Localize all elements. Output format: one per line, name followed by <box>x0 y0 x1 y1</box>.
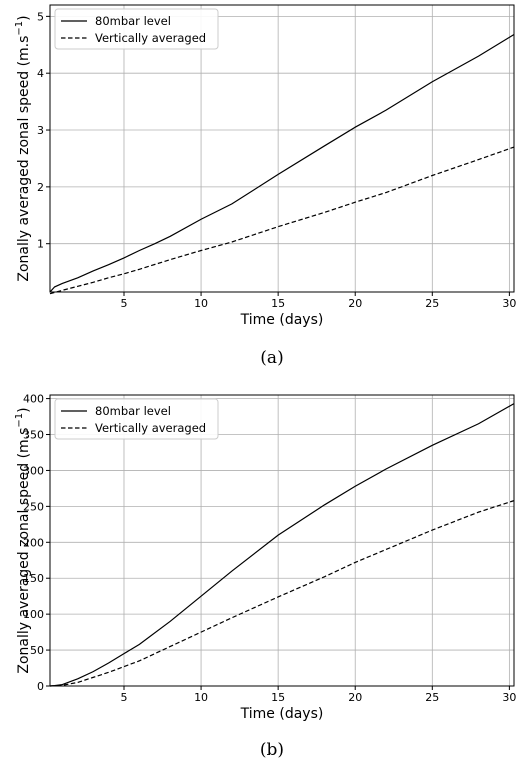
x-tick-label: 15 <box>271 297 285 310</box>
x-tick-label: 30 <box>502 691 516 704</box>
x-tick-label: 20 <box>348 691 362 704</box>
legend-box <box>54 8 219 50</box>
series-line-vertically-averaged <box>49 500 515 687</box>
y-tick-label: 0 <box>37 680 44 693</box>
x-tick-label: 30 <box>502 297 516 310</box>
y-tick-label: 5 <box>37 10 44 23</box>
plot-frame <box>49 4 515 293</box>
y-tick-label: 100 <box>23 608 44 621</box>
y-tick-label: 300 <box>23 464 44 477</box>
y-tick-label: 4 <box>37 67 44 80</box>
y-tick-label: 400 <box>23 393 44 406</box>
x-axis-label: Time (days) <box>240 312 324 328</box>
panel-caption: (a) <box>260 348 283 368</box>
x-axis-label: Time (days) <box>240 706 324 722</box>
x-tick-label: 15 <box>271 691 285 704</box>
x-tick-label: 25 <box>425 691 439 704</box>
y-tick-label: 250 <box>23 500 44 513</box>
series-line-vertically-averaged <box>49 146 515 295</box>
x-tick-label: 20 <box>348 297 362 310</box>
x-tick-label: 5 <box>120 297 127 310</box>
y-tick-label: 200 <box>23 536 44 549</box>
chart-panel-a: 5 10 15 20 25 30 1 2 3 4 5 Time (days) Zonally avera… <box>14 4 516 368</box>
x-tick-label: 10 <box>194 691 208 704</box>
chart-panel-b: 5 10 15 20 25 30050100150200250300350400Time … <box>14 393 516 760</box>
y-axis-label: Zonally averaged zonal speed (m.s−1) <box>14 407 32 673</box>
legend-box <box>54 398 219 440</box>
x-tick-label: 10 <box>194 297 208 310</box>
y-axis-label: Zonally averaged zonal speed (m.s−1) <box>14 15 32 281</box>
series-line-80mbar-level <box>49 403 515 687</box>
y-tick-label: 350 <box>23 429 44 442</box>
panel-caption: (b) <box>260 740 284 760</box>
y-tick-label: 2 <box>37 181 44 194</box>
legend-entry: Vertically averaged <box>95 421 206 435</box>
x-tick-label: 5 <box>120 691 127 704</box>
y-tick-label: 1 <box>37 238 44 251</box>
legend-entry: Vertically averaged <box>95 31 206 45</box>
y-tick-label: 50 <box>30 644 44 657</box>
legend-entry: 80mbar level <box>95 14 171 28</box>
y-tick-label: 150 <box>23 572 44 585</box>
x-tick-label: 25 <box>425 297 439 310</box>
series-line-80mbar-level <box>49 34 515 293</box>
y-tick-label: 3 <box>37 124 44 137</box>
legend-entry: 80mbar level <box>95 404 171 418</box>
plot-frame <box>49 394 515 687</box>
